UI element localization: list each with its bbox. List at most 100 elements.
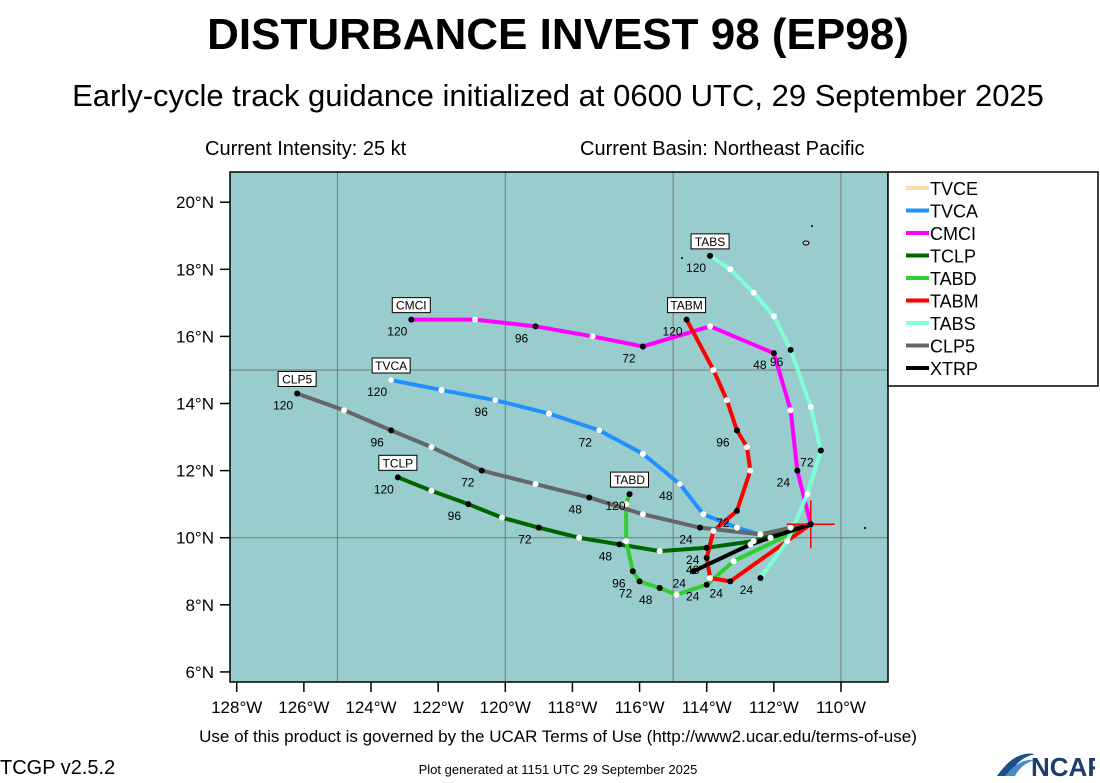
track-point	[703, 581, 710, 588]
track-point	[535, 524, 542, 531]
forecast-hour-label: 120	[374, 482, 394, 496]
track-point	[341, 407, 348, 414]
legend-label-xtrp: XTRP	[930, 359, 978, 379]
forecast-hour-label: 24	[673, 576, 687, 590]
track-name-label: TVCA	[375, 359, 407, 373]
track-point	[623, 501, 630, 508]
legend-label-tabm: TABM	[930, 292, 979, 312]
page-title: DISTURBANCE INVEST 98 (EP98)	[207, 10, 909, 59]
forecast-hour-label: 24	[686, 590, 700, 604]
track-point	[710, 528, 717, 535]
track-point	[787, 524, 794, 531]
track-point	[532, 481, 539, 488]
track-point	[472, 316, 479, 323]
current-intensity: Current Intensity: 25 kt	[205, 138, 407, 160]
y-tick-label: 18°N	[176, 260, 214, 279]
page-subtitle: Early-cycle track guidance initialized a…	[72, 78, 1044, 113]
track-point	[388, 377, 395, 384]
track-point	[616, 541, 623, 548]
track-name-label: TCLP	[383, 456, 414, 470]
track-point	[656, 585, 663, 592]
track-point	[465, 501, 472, 508]
forecast-hour-label: 96	[770, 355, 784, 369]
island	[681, 257, 683, 259]
x-tick-label: 128°W	[211, 698, 262, 717]
forecast-hour-label: 120	[686, 261, 706, 275]
forecast-hour-label: 24	[679, 533, 693, 547]
forecast-hour-label: 48	[753, 358, 767, 372]
y-tick-label: 16°N	[176, 327, 214, 346]
track-point	[294, 390, 301, 397]
track-point	[703, 544, 710, 551]
track-point	[639, 511, 646, 518]
svg-text:NCAR: NCAR	[1031, 752, 1095, 778]
track-point	[817, 447, 824, 454]
track-point	[733, 507, 740, 514]
track-point	[784, 538, 791, 545]
forecast-hour-label: 72	[800, 455, 814, 469]
track-point	[589, 333, 596, 340]
x-tick-label: 120°W	[480, 698, 531, 717]
track-point	[498, 514, 505, 521]
y-tick-label: 12°N	[176, 462, 214, 481]
legend-label-tvce: TVCE	[930, 179, 978, 199]
track-name-box	[378, 454, 418, 471]
forecast-hour-label: 120	[605, 499, 625, 513]
track-point	[673, 591, 680, 598]
track-point	[807, 403, 814, 410]
legend-label-tvca: TVCA	[930, 202, 978, 222]
forecast-hour-label: 120	[387, 325, 407, 339]
track-point	[586, 494, 593, 501]
track-point	[596, 427, 603, 434]
track-point	[727, 266, 734, 273]
x-tick-label: 118°W	[547, 698, 597, 717]
track-point	[707, 323, 714, 330]
track-point	[787, 407, 794, 414]
forecast-hour-label: 48	[659, 489, 673, 503]
track-point	[700, 511, 707, 518]
track-tabs	[708, 254, 823, 580]
track-point	[707, 574, 714, 581]
track-tabm	[684, 318, 812, 584]
legend-label-tclp: TCLP	[930, 247, 976, 267]
track-point	[770, 313, 777, 320]
forecast-hour-label: 96	[475, 405, 489, 419]
track-point	[639, 450, 646, 457]
forecast-hour-label: 96	[515, 331, 529, 345]
track-point	[408, 316, 415, 323]
forecast-hour-label: 120	[367, 385, 387, 399]
track-point	[744, 444, 750, 451]
ncar-logo: NCAR	[995, 748, 1100, 783]
track-name-box	[610, 471, 649, 488]
forecast-hour-label: 96	[370, 435, 384, 449]
forecast-hour-label: 24	[686, 553, 700, 567]
x-tick-label: 122°W	[413, 698, 464, 717]
track-point	[723, 397, 730, 404]
track-point	[576, 534, 583, 541]
track-name-box	[667, 297, 707, 314]
island	[802, 240, 810, 246]
track-point	[636, 578, 643, 585]
track-point	[676, 481, 683, 488]
track-point	[438, 387, 445, 394]
x-tick-label: 114°W	[682, 698, 732, 717]
track-point	[757, 574, 764, 581]
legend-label-tabs: TABS	[930, 314, 976, 334]
y-tick-label: 8°N	[185, 596, 214, 615]
terms-of-use-text: Use of this product is governed by the U…	[199, 727, 917, 746]
track-point	[428, 487, 435, 494]
x-tick-label: 116°W	[615, 698, 665, 717]
track-point	[683, 316, 690, 323]
forecast-hour-label: 72	[619, 586, 633, 600]
track-point	[697, 524, 703, 531]
track-point	[428, 444, 435, 451]
track-point	[794, 467, 801, 474]
track-point	[733, 427, 740, 434]
track-point	[492, 397, 499, 404]
track-point	[727, 578, 734, 585]
x-tick-label: 124°W	[345, 698, 396, 717]
forecast-hour-label: 24	[777, 476, 791, 490]
forecast-hour-label: 24	[740, 583, 754, 597]
start-point	[807, 521, 814, 528]
track-point	[733, 524, 740, 531]
